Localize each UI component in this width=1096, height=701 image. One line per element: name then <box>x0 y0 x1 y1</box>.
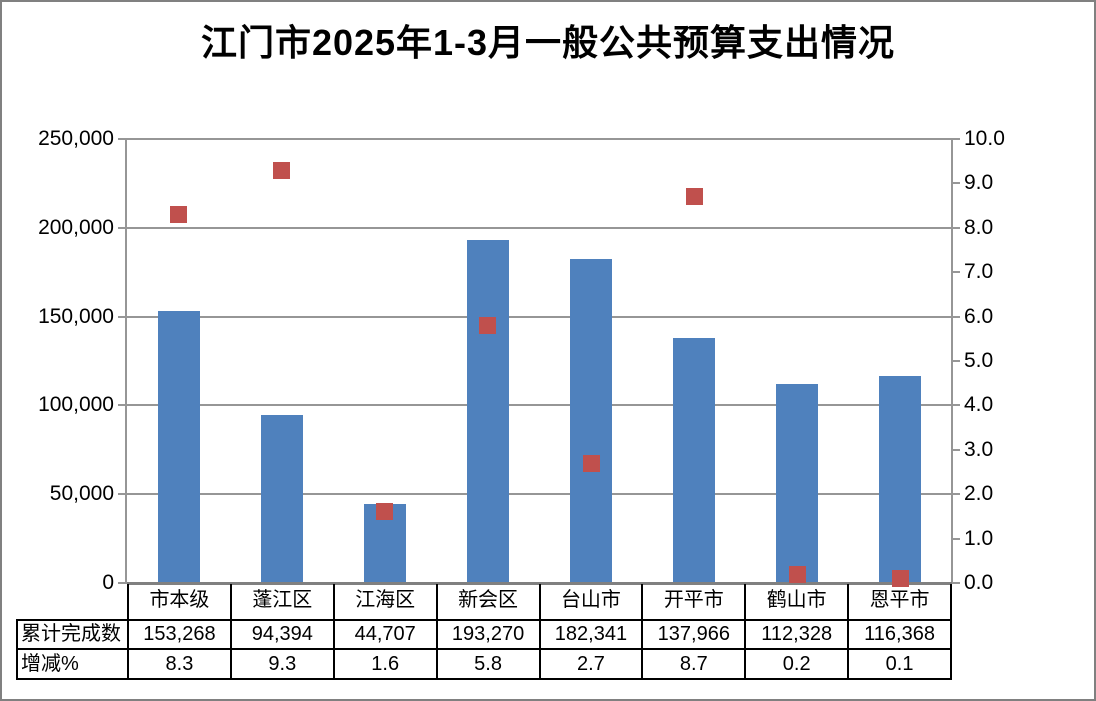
category-label: 市本级 <box>129 584 232 619</box>
y-axis-label-right: 8.0 <box>964 215 994 239</box>
scatter-marker <box>170 205 188 223</box>
table-cell: 182,341 <box>541 621 644 648</box>
y-axis-tick-right <box>952 271 960 274</box>
bar <box>157 310 200 583</box>
y-axis-label-right: 1.0 <box>964 526 994 550</box>
bar <box>879 376 922 583</box>
y-axis-label-left: 150,000 <box>38 304 114 328</box>
table-cell: 193,270 <box>438 621 541 648</box>
category-label: 台山市 <box>541 584 644 619</box>
table-data-row: 增减% 8.3 9.3 1.6 5.8 2.7 8.7 0.2 0.1 <box>16 648 952 680</box>
table-cell: 116,368 <box>864 623 935 645</box>
y-axis-tick-right <box>952 226 960 229</box>
scatter-marker <box>685 188 703 206</box>
y-axis-tick-left <box>118 493 127 496</box>
gridline <box>127 493 952 496</box>
gridline <box>127 404 952 407</box>
y-axis-tick-left <box>118 226 127 229</box>
bar <box>776 383 819 583</box>
y-axis-label-right: 10.0 <box>964 127 1005 150</box>
table-cell: 0.1 <box>885 653 914 675</box>
y-axis-label-right: 7.0 <box>964 260 994 284</box>
table-cell: 8.3 <box>129 650 232 678</box>
y-axis-tick-left <box>118 582 127 584</box>
category-label: 开平市 <box>643 584 747 619</box>
y-axis-tick-right <box>952 138 960 140</box>
table-cell: 9.3 <box>232 650 335 678</box>
table-cell: 5.8 <box>438 650 541 678</box>
category-label: 鹤山市 <box>746 584 850 619</box>
table-row-header: 增减% <box>18 650 129 678</box>
bar <box>570 259 613 583</box>
category-label: 新会区 <box>438 584 541 619</box>
table-cell: 137,966 <box>643 621 747 648</box>
x-axis-line <box>127 582 952 585</box>
table-category-row: 市本级 蓬江区 江海区 新会区 台山市 开平市 鹤山市 恩平市 <box>127 584 952 619</box>
y-axis-tick-right <box>952 493 960 496</box>
gridline <box>127 226 952 229</box>
scatter-marker <box>376 503 394 521</box>
y-axis-tick-right <box>952 182 960 185</box>
y-axis-line-right <box>951 139 953 583</box>
y-axis-tick-right <box>952 315 960 318</box>
y-axis-label-right: 6.0 <box>964 304 994 328</box>
table-cell: 44,707 <box>335 621 438 648</box>
chart-title: 江门市2025年1-3月一般公共预算支出情况 <box>200 22 896 63</box>
y-axis-tick-left <box>118 138 127 140</box>
y-axis-tick-right <box>952 404 960 407</box>
y-axis-tick-right <box>952 448 960 451</box>
bar <box>673 337 716 583</box>
y-axis-tick-right <box>952 360 960 362</box>
table-cell: 94,394 <box>232 621 335 648</box>
bar <box>466 239 509 583</box>
table-row-header: 累计完成数 <box>18 621 129 648</box>
scatter-marker <box>273 161 291 179</box>
y-axis-label-left: 200,000 <box>38 215 114 239</box>
gridline <box>127 138 952 140</box>
gridline <box>127 315 952 318</box>
table-data-row: 累计完成数 153,268 94,394 44,707 193,270 182,341 13… <box>16 619 952 650</box>
y-axis-line-left <box>125 139 127 583</box>
table-cell: 112,328 <box>746 621 850 648</box>
table-cell: 0.2 <box>746 650 850 678</box>
table-cell: 1.6 <box>335 650 438 678</box>
y-axis-tick-right <box>952 537 960 540</box>
table-cell: 2.7 <box>541 650 644 678</box>
bar <box>260 415 303 583</box>
y-axis-label-left: 250,000 <box>38 127 114 150</box>
scatter-marker <box>582 454 600 472</box>
y-axis-label-right: 5.0 <box>964 349 994 372</box>
y-axis-tick-left <box>118 315 127 318</box>
y-axis-label-right: 4.0 <box>964 393 994 417</box>
y-axis-tick-right <box>952 582 960 584</box>
y-axis-label-right: 9.0 <box>964 171 994 195</box>
table-cell: 8.7 <box>643 650 747 678</box>
table-cell: 153,268 <box>129 621 232 648</box>
y-axis-tick-left <box>118 404 127 407</box>
y-axis-label-left: 100,000 <box>38 393 114 417</box>
y-axis-label-right: 0.0 <box>964 571 994 594</box>
category-label: 恩平市 <box>869 589 930 611</box>
y-axis-label-left: 50,000 <box>49 482 114 506</box>
scatter-marker <box>891 570 909 588</box>
scatter-marker <box>788 565 806 583</box>
y-axis-label-left: 0 <box>102 571 114 594</box>
category-label: 江海区 <box>335 584 438 619</box>
y-axis-label-right: 3.0 <box>964 437 994 461</box>
scatter-marker <box>479 316 497 334</box>
category-label: 蓬江区 <box>232 584 335 619</box>
y-axis-label-right: 2.0 <box>964 482 994 506</box>
